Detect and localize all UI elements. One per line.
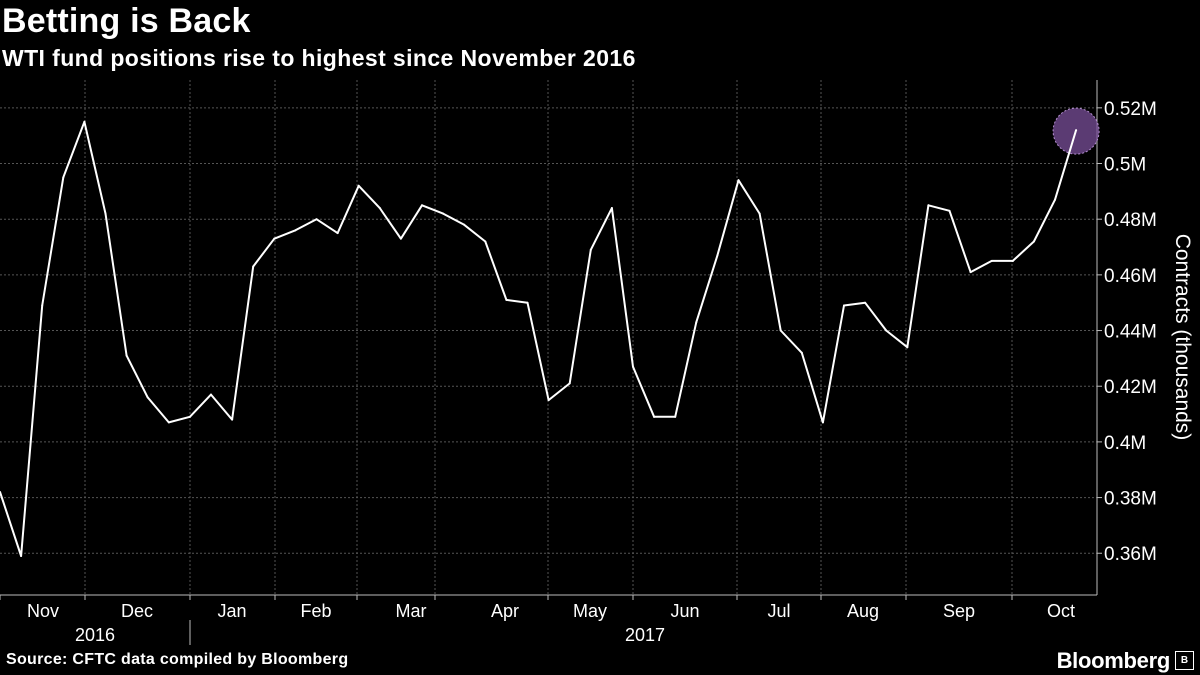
x-tick-label: Oct (1047, 601, 1075, 621)
data-point (737, 179, 740, 182)
data-point (1075, 129, 1078, 132)
series-points (0, 120, 1078, 558)
data-point (885, 329, 888, 332)
data-point (906, 346, 909, 349)
y-tick-label: 0.48M (1104, 210, 1157, 231)
data-point (927, 204, 930, 207)
x-tick-label: Apr (491, 601, 519, 621)
x-tick-label: Mar (396, 601, 427, 621)
y-axis-label: Contracts (thousands) (1171, 234, 1194, 441)
y-tick-label: 0.4M (1104, 433, 1146, 454)
x-tick-label: May (573, 601, 607, 621)
data-point (378, 207, 381, 210)
data-point (969, 271, 972, 274)
year-label: 2017 (625, 625, 665, 645)
data-point (990, 259, 993, 262)
data-point (125, 354, 128, 357)
data-point (0, 491, 1, 493)
data-point (188, 415, 191, 418)
x-tick-label: Feb (300, 601, 331, 621)
data-point (231, 418, 234, 421)
year-label: 2016 (75, 625, 115, 645)
y-tick-label: 0.46M (1104, 266, 1157, 287)
x-tick-label: Dec (121, 601, 153, 621)
data-point (1032, 240, 1035, 243)
y-tick-label: 0.52M (1104, 99, 1157, 120)
data-point (632, 365, 634, 368)
data-point (104, 212, 107, 215)
data-point (1054, 198, 1056, 201)
data-point (357, 184, 360, 187)
bloomberg-logo-icon: B (1175, 651, 1194, 670)
axes (0, 80, 1098, 645)
x-tick-label: Jan (217, 601, 246, 621)
data-point (315, 218, 318, 221)
y-tick-label: 0.36M (1104, 544, 1157, 565)
x-tick-label: Jun (670, 601, 699, 621)
x-tick-label: Sep (943, 601, 975, 621)
data-point (526, 301, 529, 304)
data-point (146, 396, 149, 399)
data-point (674, 415, 677, 418)
data-point (758, 212, 761, 215)
data-point (568, 382, 571, 385)
chart-title: Betting is Back (2, 2, 251, 40)
y-tick-label: 0.44M (1104, 322, 1157, 343)
y-tick-labels: 0.36M 0.38M 0.4M 0.42M 0.44M 0.46M 0.48M 0.5M 0.… (1097, 99, 1157, 565)
source-note: Source: CFTC data compiled by Bloomberg (6, 651, 349, 668)
data-point (336, 232, 339, 235)
data-point (421, 204, 423, 207)
x-tick-labels: Nov Dec Jan Feb Mar Apr May Jun Jul Aug Sep Oct 2016… (27, 601, 1075, 645)
data-point (610, 207, 613, 210)
data-point (821, 421, 824, 424)
data-point (695, 321, 698, 324)
data-point (399, 237, 402, 240)
y-tick-label: 0.38M (1104, 489, 1157, 510)
data-point (62, 176, 65, 179)
brand-wordmark: Bloomberg (1056, 648, 1171, 673)
x-tick-label: Jul (767, 601, 790, 621)
data-point (442, 212, 445, 215)
y-tick-label: 0.5M (1104, 155, 1146, 176)
data-point (547, 399, 550, 402)
data-point (589, 248, 592, 251)
chart-subtitle: WTI fund positions rise to highest since… (2, 45, 636, 71)
data-point (484, 240, 487, 243)
data-point (83, 120, 86, 123)
data-point (294, 229, 297, 232)
data-point (716, 254, 719, 257)
data-point (167, 421, 170, 424)
series-line (0, 120, 1078, 557)
data-point (273, 237, 276, 240)
data-point (843, 304, 845, 307)
data-point (779, 329, 782, 332)
y-tick-label: 0.42M (1104, 377, 1157, 398)
data-point (20, 555, 23, 558)
data-point (505, 298, 508, 301)
data-point (463, 223, 466, 226)
data-point (1011, 259, 1014, 262)
data-point (41, 304, 44, 307)
data-point (653, 415, 656, 418)
data-point (210, 393, 212, 396)
data-point (864, 301, 867, 304)
x-tick-label: Aug (847, 601, 879, 621)
x-tick-label: Nov (27, 601, 59, 621)
data-point (252, 265, 255, 268)
data-point (800, 351, 803, 354)
grid-lines (0, 80, 1097, 595)
data-point (948, 209, 951, 212)
